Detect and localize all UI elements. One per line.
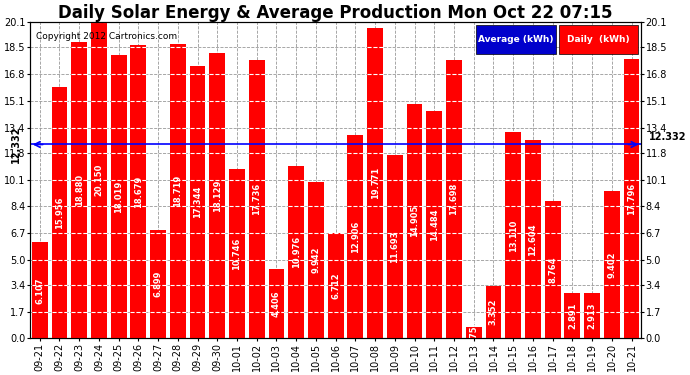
Text: 9.402: 9.402 [607, 251, 616, 278]
Bar [308, 182, 324, 338]
Bar [446, 60, 462, 338]
Bar [525, 140, 541, 338]
Bar [624, 58, 640, 338]
Bar [190, 66, 206, 338]
Bar [130, 45, 146, 338]
Text: 3.352: 3.352 [489, 299, 498, 325]
Bar [150, 230, 166, 338]
Text: 10.976: 10.976 [292, 236, 301, 268]
Text: 10.746: 10.746 [233, 238, 241, 270]
Text: 13.110: 13.110 [509, 219, 518, 252]
Text: 14.905: 14.905 [410, 205, 419, 237]
Bar [426, 111, 442, 338]
Text: 18.880: 18.880 [75, 174, 83, 206]
Text: 15.956: 15.956 [55, 197, 64, 229]
Text: 12.604: 12.604 [529, 223, 538, 256]
Text: Daily  (kWh): Daily (kWh) [567, 35, 630, 44]
Bar [564, 293, 580, 338]
Bar [91, 21, 107, 338]
Bar [170, 44, 186, 338]
Text: 17.698: 17.698 [449, 183, 459, 215]
FancyBboxPatch shape [559, 26, 638, 54]
Text: 18.679: 18.679 [134, 176, 143, 208]
Text: 8.764: 8.764 [548, 256, 557, 283]
Bar [32, 242, 48, 338]
Text: 19.771: 19.771 [371, 167, 380, 199]
Bar [229, 170, 245, 338]
Title: Daily Solar Energy & Average Production Mon Oct 22 07:15: Daily Solar Energy & Average Production … [59, 4, 613, 22]
Bar [209, 53, 225, 338]
Bar [328, 233, 344, 338]
Bar [249, 60, 264, 338]
Bar [387, 154, 403, 338]
Text: 6.712: 6.712 [331, 272, 340, 299]
Text: 2.913: 2.913 [588, 302, 597, 329]
Text: 12.332: 12.332 [11, 126, 21, 163]
Text: Copyright 2012 Cartronics.com: Copyright 2012 Cartronics.com [36, 32, 177, 41]
Text: 0.755: 0.755 [469, 319, 478, 346]
Text: 17.796: 17.796 [627, 182, 636, 214]
Text: 17.344: 17.344 [193, 186, 202, 218]
Bar [584, 292, 600, 338]
Text: 9.942: 9.942 [311, 247, 320, 273]
Text: 18.019: 18.019 [114, 181, 123, 213]
Bar [268, 269, 284, 338]
Text: 6.899: 6.899 [154, 271, 163, 297]
Text: 11.693: 11.693 [391, 230, 400, 262]
Text: 18.129: 18.129 [213, 180, 221, 212]
Bar [545, 201, 560, 338]
Bar [110, 55, 126, 338]
Bar [505, 132, 521, 338]
Bar [466, 327, 482, 338]
Text: 2.891: 2.891 [568, 302, 577, 329]
Text: 14.484: 14.484 [430, 208, 439, 241]
Bar [406, 104, 422, 338]
Bar [52, 87, 68, 338]
Bar [367, 27, 383, 338]
Text: 4.406: 4.406 [272, 291, 281, 317]
Bar [288, 166, 304, 338]
Bar [348, 135, 363, 338]
Text: 18.719: 18.719 [173, 175, 182, 207]
Bar [486, 286, 502, 338]
Text: 6.107: 6.107 [35, 277, 44, 304]
Text: 12.332: 12.332 [649, 132, 687, 142]
Bar [71, 42, 87, 338]
Text: Average (kWh): Average (kWh) [478, 35, 554, 44]
Text: 12.906: 12.906 [351, 221, 360, 253]
Text: 17.736: 17.736 [253, 183, 262, 215]
Bar [604, 190, 620, 338]
Text: 20.150: 20.150 [95, 164, 103, 196]
FancyBboxPatch shape [476, 26, 556, 54]
